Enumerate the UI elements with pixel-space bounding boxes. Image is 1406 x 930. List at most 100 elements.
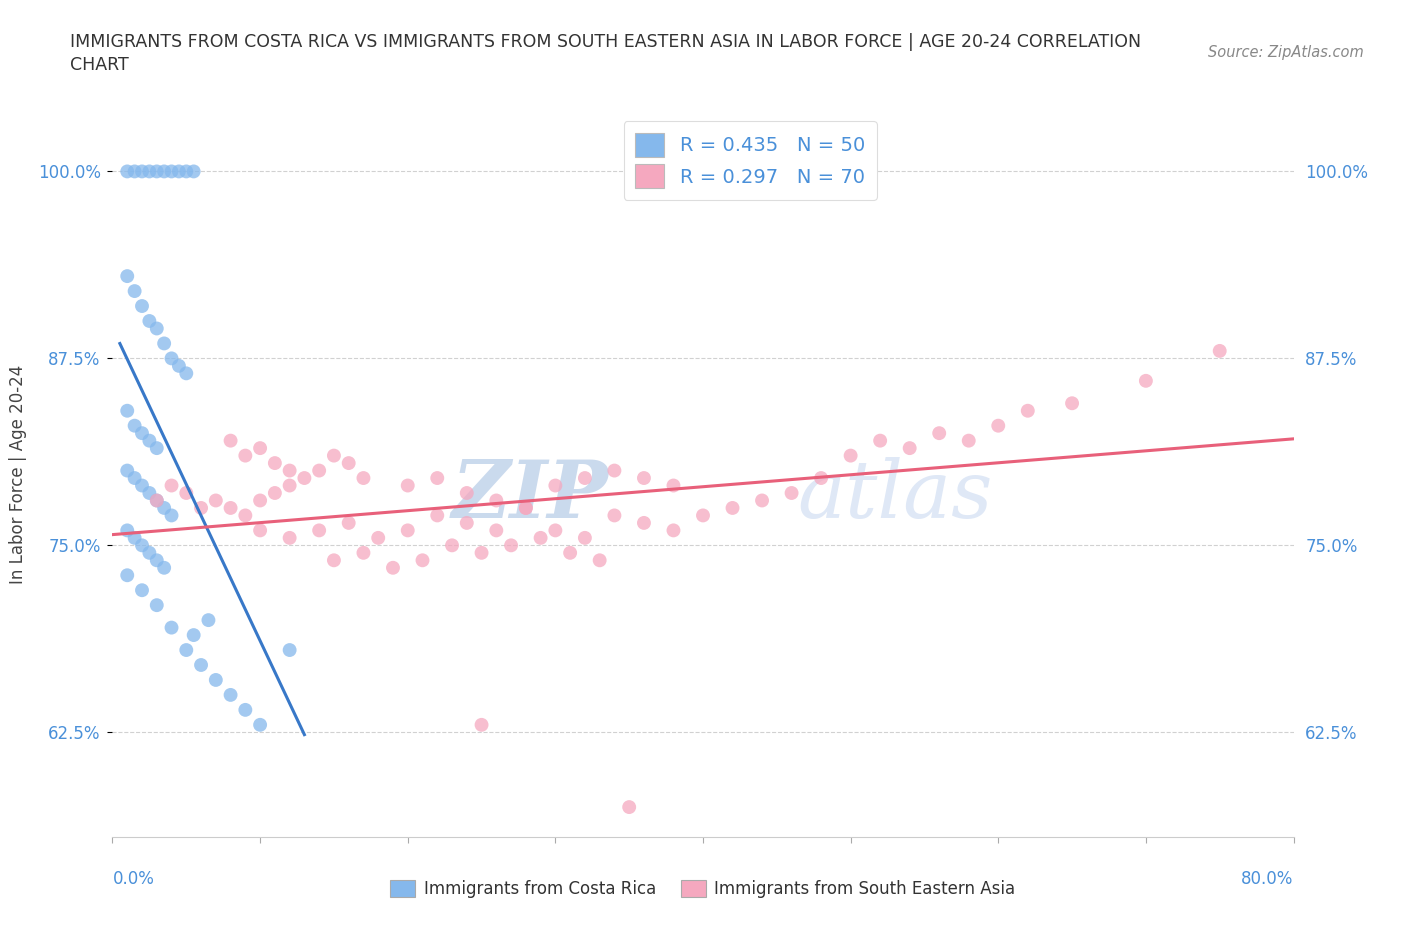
Point bbox=[574, 530, 596, 545]
Point bbox=[662, 523, 685, 538]
Point bbox=[323, 552, 346, 567]
Point bbox=[382, 561, 405, 576]
Point bbox=[337, 456, 360, 471]
Point bbox=[633, 471, 655, 485]
Point bbox=[501, 538, 523, 552]
Point bbox=[233, 508, 256, 523]
Point bbox=[456, 485, 478, 500]
Text: IMMIGRANTS FROM COSTA RICA VS IMMIGRANTS FROM SOUTH EASTERN ASIA IN LABOR FORCE : IMMIGRANTS FROM COSTA RICA VS IMMIGRANTS… bbox=[70, 33, 1142, 50]
Text: Source: ZipAtlas.com: Source: ZipAtlas.com bbox=[1208, 45, 1364, 60]
Point bbox=[131, 426, 153, 441]
Point bbox=[153, 561, 176, 576]
Point bbox=[396, 478, 419, 493]
Point bbox=[721, 500, 744, 515]
Point bbox=[153, 164, 176, 179]
Point bbox=[249, 493, 271, 508]
Point bbox=[426, 471, 449, 485]
Point bbox=[131, 538, 153, 552]
Text: 80.0%: 80.0% bbox=[1241, 870, 1294, 888]
Legend: R = 0.435   N = 50, R = 0.297   N = 70: R = 0.435 N = 50, R = 0.297 N = 70 bbox=[624, 121, 877, 200]
Point bbox=[146, 321, 169, 336]
Point bbox=[588, 552, 610, 567]
Point bbox=[138, 164, 160, 179]
Point bbox=[249, 441, 271, 456]
Point bbox=[558, 545, 582, 560]
Point bbox=[957, 433, 980, 448]
Point bbox=[603, 463, 626, 478]
Y-axis label: In Labor Force | Age 20-24: In Labor Force | Age 20-24 bbox=[8, 365, 27, 584]
Point bbox=[574, 471, 596, 485]
Point bbox=[174, 485, 197, 500]
Point bbox=[117, 523, 138, 538]
Point bbox=[426, 508, 449, 523]
Point bbox=[264, 456, 287, 471]
Point bbox=[174, 643, 197, 658]
Point bbox=[249, 717, 271, 732]
Text: 0.0%: 0.0% bbox=[112, 870, 155, 888]
Point bbox=[146, 441, 169, 456]
Point bbox=[146, 598, 169, 613]
Point bbox=[197, 613, 219, 628]
Point bbox=[219, 433, 242, 448]
Point bbox=[810, 471, 832, 485]
Point bbox=[751, 493, 773, 508]
Point bbox=[138, 313, 160, 328]
Point bbox=[411, 552, 433, 567]
Point bbox=[131, 583, 153, 598]
Point bbox=[619, 800, 641, 815]
Point bbox=[529, 530, 551, 545]
Point bbox=[662, 478, 685, 493]
Point bbox=[205, 493, 228, 508]
Text: CHART: CHART bbox=[70, 56, 129, 73]
Point bbox=[124, 530, 146, 545]
Point bbox=[174, 365, 197, 380]
Point bbox=[396, 523, 419, 538]
Point bbox=[352, 471, 374, 485]
Point bbox=[117, 568, 138, 583]
Point bbox=[352, 545, 374, 560]
Point bbox=[190, 658, 212, 672]
Point bbox=[278, 530, 301, 545]
Point bbox=[780, 485, 803, 500]
Point bbox=[308, 463, 330, 478]
Point bbox=[839, 448, 862, 463]
Text: ZIP: ZIP bbox=[451, 458, 609, 535]
Point bbox=[160, 351, 183, 365]
Point bbox=[131, 164, 153, 179]
Point bbox=[124, 418, 146, 433]
Point bbox=[544, 523, 567, 538]
Point bbox=[1208, 343, 1232, 358]
Point bbox=[233, 702, 256, 717]
Point bbox=[485, 493, 508, 508]
Point bbox=[1135, 373, 1157, 388]
Text: atlas: atlas bbox=[797, 458, 993, 535]
Point bbox=[233, 448, 256, 463]
Point bbox=[131, 299, 153, 313]
Point bbox=[153, 500, 176, 515]
Point bbox=[367, 530, 389, 545]
Point bbox=[292, 471, 315, 485]
Point bbox=[603, 508, 626, 523]
Point bbox=[692, 508, 714, 523]
Point bbox=[337, 515, 360, 530]
Point bbox=[117, 463, 138, 478]
Point bbox=[117, 404, 138, 418]
Point bbox=[470, 717, 494, 732]
Point bbox=[1062, 396, 1084, 411]
Point bbox=[470, 545, 494, 560]
Point bbox=[515, 500, 537, 515]
Point bbox=[146, 493, 169, 508]
Point bbox=[124, 284, 146, 299]
Point bbox=[456, 515, 478, 530]
Point bbox=[160, 478, 183, 493]
Point bbox=[441, 538, 464, 552]
Point bbox=[138, 545, 160, 560]
Point bbox=[515, 500, 537, 515]
Point bbox=[131, 478, 153, 493]
Point bbox=[928, 426, 950, 441]
Point bbox=[219, 500, 242, 515]
Point bbox=[146, 164, 169, 179]
Point bbox=[278, 643, 301, 658]
Point bbox=[117, 164, 138, 179]
Point bbox=[138, 433, 160, 448]
